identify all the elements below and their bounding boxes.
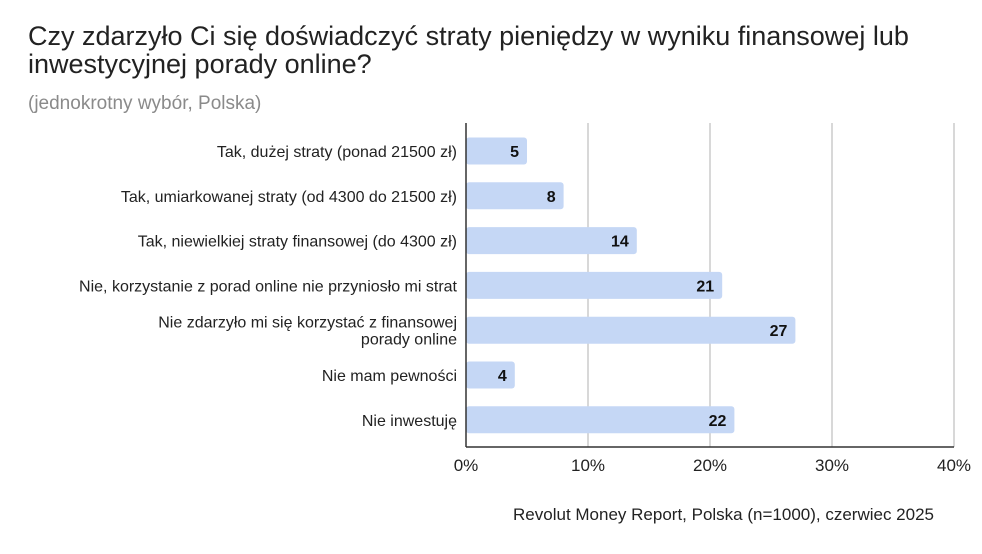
- x-tick-label: 10%: [571, 456, 605, 475]
- data-label: 14: [611, 234, 629, 251]
- data-label: 21: [696, 278, 714, 295]
- bar: [466, 271, 723, 299]
- data-label: 4: [498, 368, 507, 385]
- source-note: Revolut Money Report, Polska (n=1000), c…: [513, 505, 934, 524]
- category-label: Tak, umiarkowanej straty (od 4300 do 215…: [121, 189, 457, 206]
- chart-subtitle: (jednokrotny wybór, Polska): [28, 93, 262, 114]
- category-label: Tak, dużej straty (ponad 21500 zł): [217, 144, 457, 161]
- category-label: Nie mam pewności: [322, 368, 457, 385]
- bar: [466, 361, 515, 389]
- category-label: Nie, korzystanie z porad online nie przy…: [79, 278, 458, 295]
- data-label: 22: [709, 413, 727, 430]
- bar: [466, 182, 564, 210]
- x-tick-label: 40%: [937, 456, 971, 475]
- bar: [466, 406, 735, 434]
- bar: [466, 227, 637, 255]
- bar: [466, 137, 527, 165]
- bar: [466, 316, 796, 344]
- x-tick-label: 30%: [815, 456, 849, 475]
- data-label: 8: [547, 189, 556, 206]
- category-label: Nie inwestuję: [362, 413, 457, 430]
- category-label: porady online: [361, 332, 457, 349]
- data-label: 27: [770, 323, 788, 340]
- x-tick-label: 0%: [454, 456, 479, 475]
- data-label: 5: [510, 144, 519, 161]
- category-label: Tak, niewielkiej straty finansowej (do 4…: [138, 234, 457, 251]
- category-label: Nie zdarzyło mi się korzystać z finansow…: [158, 315, 457, 332]
- x-tick-label: 20%: [693, 456, 727, 475]
- chart-title: Czy zdarzyło Ci się doświadczyć straty p…: [28, 21, 909, 79]
